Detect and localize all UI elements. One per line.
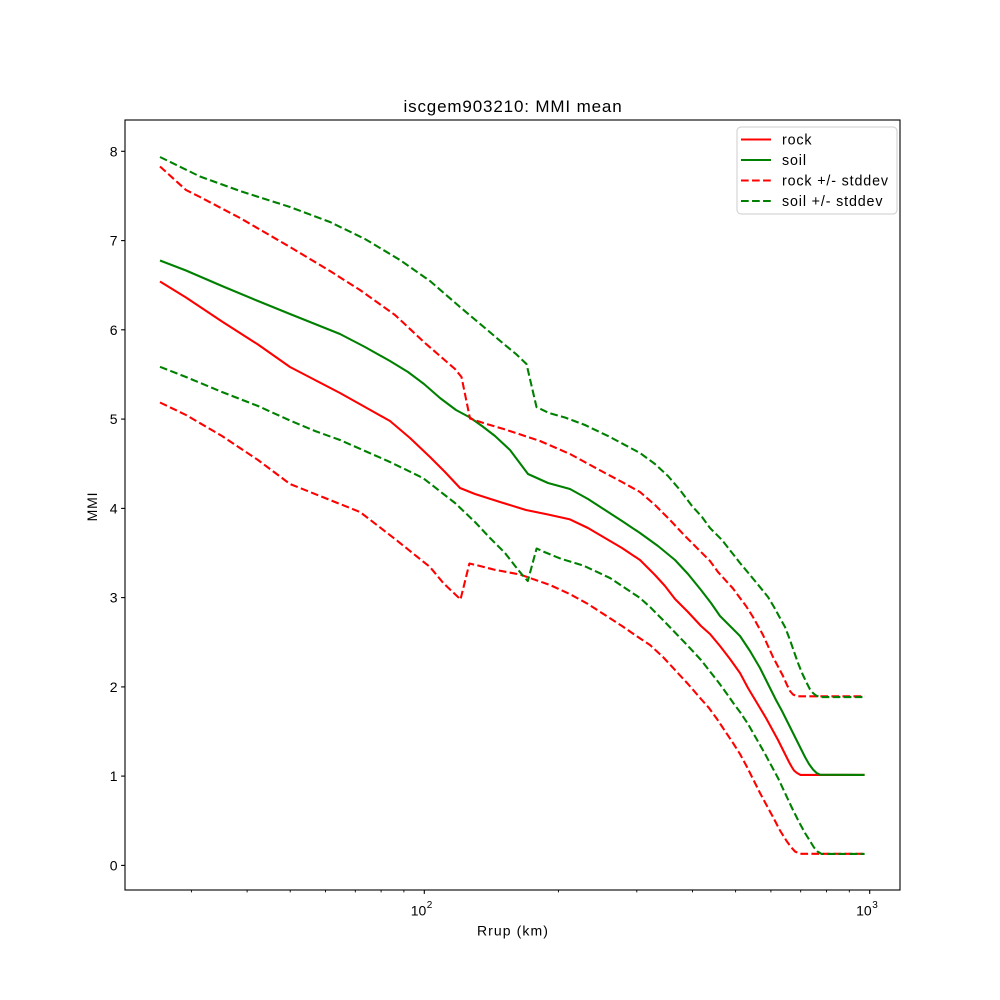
svg-text:4: 4 [110,500,118,516]
svg-text:6: 6 [110,322,118,338]
svg-text:5: 5 [110,411,118,427]
svg-text:8: 8 [110,143,118,159]
svg-text:7: 7 [110,233,118,249]
svg-text:10: 10 [411,903,427,919]
svg-text:3: 3 [110,590,118,606]
svg-text:0: 0 [110,857,118,873]
svg-text:1: 1 [110,768,118,784]
svg-text:soil: soil [782,153,807,169]
svg-text:2: 2 [110,679,118,695]
svg-text:Rrup (km): Rrup (km) [477,923,549,939]
svg-text:MMI: MMI [84,492,100,522]
svg-text:rock +/- stddev: rock +/- stddev [782,174,889,190]
svg-text:soil +/- stddev: soil +/- stddev [782,194,883,210]
svg-text:2: 2 [427,900,433,911]
svg-text:rock: rock [782,133,812,149]
svg-text:10: 10 [856,903,872,919]
svg-text:iscgem903210: MMI mean: iscgem903210: MMI mean [403,97,622,116]
svg-text:3: 3 [872,900,878,911]
